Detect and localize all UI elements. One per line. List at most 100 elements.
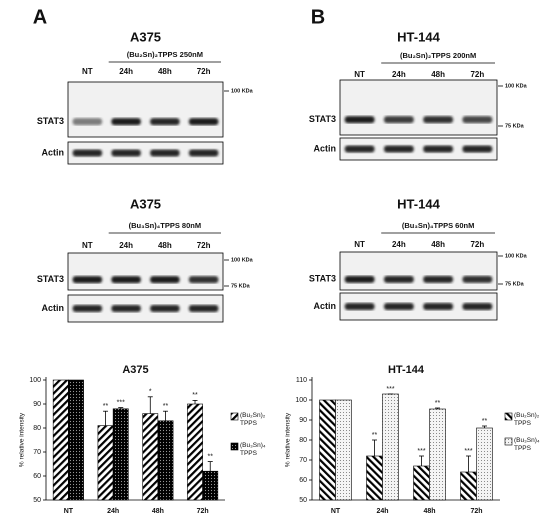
blot-band <box>344 145 375 153</box>
legend-swatch <box>504 437 513 446</box>
blot-band <box>72 118 103 126</box>
error-bar <box>162 410 168 421</box>
lane-label: 24h <box>392 70 406 79</box>
legend-entry: (Bu₂Sn)₂ TPPS <box>240 412 266 427</box>
blot-title: HT-144 <box>397 29 440 44</box>
bar <box>382 393 399 501</box>
lane-label: NT <box>354 240 365 249</box>
blot-band <box>383 275 414 283</box>
blot-band <box>150 276 180 284</box>
bar <box>187 403 203 501</box>
legend-swatch <box>230 412 239 421</box>
bar <box>202 470 219 501</box>
y-tick-label: 60 <box>33 473 41 480</box>
blot-box <box>339 137 498 161</box>
blot-box <box>67 81 224 138</box>
y-tick-label: 100 <box>295 397 307 404</box>
marker-label: 75 KDa <box>505 281 525 287</box>
y-tick-label: 70 <box>33 449 41 456</box>
significance-label: ** <box>435 400 441 407</box>
blot-band <box>111 276 141 284</box>
lane-label: 24h <box>392 240 406 249</box>
error-bar <box>481 425 487 428</box>
blot-band <box>188 149 219 157</box>
blot-band <box>423 116 454 124</box>
blot-band <box>72 276 103 284</box>
blot-box <box>67 252 224 291</box>
blot-band <box>72 149 103 157</box>
x-tick-label: 48h <box>423 508 435 515</box>
blot-band <box>383 303 414 310</box>
y-tick-label: 70 <box>299 457 307 464</box>
blot-band <box>462 275 493 283</box>
blot-band <box>462 145 493 153</box>
lane-label: 48h <box>158 67 172 76</box>
y-axis-label: % relative intensity <box>285 412 292 467</box>
blot-band <box>344 303 375 310</box>
significance-label: *** <box>417 448 425 455</box>
lane-label: 48h <box>431 240 445 249</box>
blot-band <box>423 275 454 283</box>
blot-band <box>72 305 103 312</box>
blot-band <box>188 305 219 312</box>
legend-entry: (Bu₃Sn)₄ TPPS <box>514 437 540 452</box>
row-label: STAT3 <box>37 116 64 126</box>
error-bar <box>192 399 198 404</box>
row-label: Actin <box>42 147 65 157</box>
bar <box>429 408 446 501</box>
blot-title: A375 <box>130 29 161 44</box>
marker-label: 100 KDa <box>505 83 528 89</box>
marker-label: 100 KDa <box>231 257 254 263</box>
legend-label: (Bu₂Sn)₂ TPPS <box>514 412 540 427</box>
bar <box>52 379 69 501</box>
blot-band <box>111 305 141 312</box>
lane-label: 72h <box>197 241 211 250</box>
blot-box <box>339 251 498 291</box>
panel-letter: A <box>33 6 47 28</box>
blot-treatment: (Bu₂Sn)₂TPPS 200nM <box>400 51 476 60</box>
blot-treatment: (Bu₂Sn)₂TPPS 250nM <box>127 50 203 59</box>
blot-band <box>111 149 141 157</box>
marker-label: 75 KDa <box>231 283 251 289</box>
lane-label: 48h <box>158 241 172 250</box>
significance-label: *** <box>464 448 472 455</box>
y-tick-label: 80 <box>299 437 307 444</box>
blot-band <box>423 303 454 310</box>
lane-label: NT <box>82 241 93 250</box>
blot-band <box>150 149 180 157</box>
x-tick-label: NT <box>64 508 74 515</box>
row-label: Actin <box>314 143 337 153</box>
bar <box>476 427 493 501</box>
panel-letter: B <box>311 6 325 28</box>
significance-label: ** <box>103 403 109 410</box>
blot-band <box>383 116 414 124</box>
bar <box>460 471 477 501</box>
error-bar <box>147 396 153 414</box>
marker-label: 100 KDa <box>505 253 528 259</box>
significance-label: ** <box>163 403 169 410</box>
legend-entry: (Bu₂Sn)₂ TPPS <box>514 412 540 427</box>
significance-label: *** <box>386 386 394 393</box>
y-tick-label: 110 <box>296 377 307 384</box>
y-tick-label: 100 <box>29 377 41 384</box>
bar <box>142 413 159 501</box>
significance-label: ** <box>192 392 198 399</box>
x-tick-label: 72h <box>197 508 209 515</box>
legend-label: (Bu₂Sn)₂ TPPS <box>240 412 266 427</box>
row-label: Actin <box>314 301 337 311</box>
row-label: STAT3 <box>37 274 64 284</box>
blot-band <box>462 303 493 310</box>
blot-band <box>150 118 180 126</box>
x-tick-label: 72h <box>470 508 482 515</box>
blot-treatment: (Bu₃Sn)₄TPPS 80nM <box>129 221 201 230</box>
blot-band <box>383 145 414 153</box>
error-bar <box>103 410 109 426</box>
bar <box>319 399 336 501</box>
bar <box>413 465 430 501</box>
chart-title: HT-144 <box>388 364 425 376</box>
bar <box>112 408 129 501</box>
error-bar <box>372 439 378 456</box>
lane-label: 24h <box>119 241 133 250</box>
bar <box>68 379 84 501</box>
